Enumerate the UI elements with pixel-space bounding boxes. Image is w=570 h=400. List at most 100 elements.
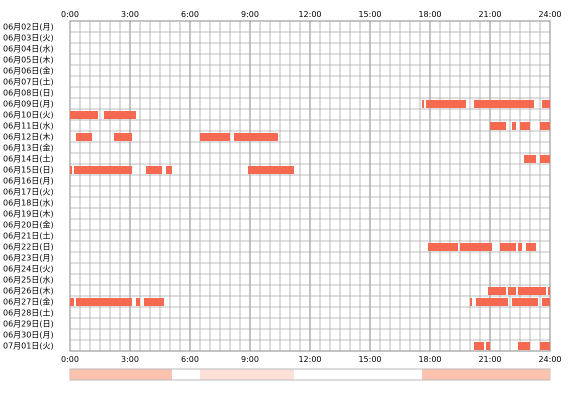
activity-bar xyxy=(540,342,550,350)
row-date-labels: 06月02日(月)06月03日(火)06月04日(水)06月05日(木)06月0… xyxy=(3,23,54,351)
top-tick-label: 3:00 xyxy=(121,10,139,19)
row-date-label: 06月22日(日) xyxy=(3,243,54,252)
activity-bar xyxy=(428,243,458,251)
row-date-label: 06月15日(日) xyxy=(3,166,54,175)
summary-segment xyxy=(422,369,550,380)
row-date-label: 06月08日(日) xyxy=(3,89,54,98)
summary-segment xyxy=(200,369,294,380)
bottom-axis-tick-labels: 0:00 3:00 6:00 9:00 12:00 15:00 18:00 21:00 24:0… xyxy=(61,355,562,364)
activity-bar xyxy=(518,342,530,350)
top-tick-label: 18:00 xyxy=(418,10,441,19)
activity-bar xyxy=(426,100,466,108)
bottom-tick-label: 15:00 xyxy=(358,355,381,364)
grid xyxy=(69,20,551,352)
row-date-label: 06月24日(火) xyxy=(3,265,54,274)
activity-bar xyxy=(524,155,536,163)
activity-bar xyxy=(70,166,72,174)
activity-bar xyxy=(488,287,506,295)
row-date-label: 06月18日(水) xyxy=(3,198,54,208)
bottom-tick-label: 12:00 xyxy=(298,355,321,364)
top-tick-label: 9:00 xyxy=(241,10,259,19)
row-date-label: 06月09日(月) xyxy=(3,100,54,109)
activity-bar xyxy=(104,111,136,119)
row-date-label: 06月12日(木) xyxy=(3,132,54,142)
activity-bar xyxy=(540,122,550,130)
activity-bar xyxy=(540,155,550,163)
top-tick-label: 0:00 xyxy=(61,10,79,19)
bottom-tick-label: 9:00 xyxy=(241,355,259,364)
activity-bar xyxy=(518,243,522,251)
activity-bar xyxy=(508,287,516,295)
summary-segment xyxy=(70,369,172,380)
row-date-label: 06月21日(土) xyxy=(3,231,54,241)
row-date-label: 06月27日(金) xyxy=(3,297,54,307)
top-tick-label: 21:00 xyxy=(478,10,501,19)
activity-bar xyxy=(74,166,132,174)
activity-bar xyxy=(476,298,508,306)
bottom-tick-label: 0:00 xyxy=(61,355,79,364)
row-date-label: 06月13日(金) xyxy=(3,143,54,153)
bottom-tick-label: 21:00 xyxy=(478,355,501,364)
row-date-label: 06月07日(土) xyxy=(3,77,54,87)
activity-bar xyxy=(114,133,132,141)
row-date-label: 06月26日(木) xyxy=(3,286,54,296)
row-date-label: 06月10日(火) xyxy=(3,111,54,120)
activity-bar xyxy=(248,166,294,174)
bottom-tick-label: 3:00 xyxy=(121,355,139,364)
row-date-label: 06月25日(水) xyxy=(3,275,54,285)
row-date-label: 07月01日(火) xyxy=(3,342,54,351)
activity-bar xyxy=(234,133,278,141)
top-tick-label: 24:00 xyxy=(538,10,561,19)
row-date-label: 06月17日(火) xyxy=(3,188,54,197)
activity-bar xyxy=(512,298,538,306)
row-date-label: 06月28日(土) xyxy=(3,308,54,318)
summary-strip xyxy=(69,368,551,381)
activity-bar xyxy=(76,298,132,306)
bottom-tick-label: 6:00 xyxy=(181,355,199,364)
top-tick-label: 12:00 xyxy=(298,10,321,19)
activity-bars xyxy=(70,100,550,350)
activity-bar xyxy=(70,111,98,119)
activity-bar xyxy=(520,122,530,130)
row-date-label: 06月16日(月) xyxy=(3,177,54,186)
row-date-label: 06月19日(木) xyxy=(3,209,54,219)
row-date-label: 06月23日(月) xyxy=(3,254,54,263)
row-date-label: 06月11日(水) xyxy=(3,121,54,131)
activity-bar xyxy=(70,298,74,306)
activity-bar xyxy=(512,122,516,130)
bottom-tick-label: 24:00 xyxy=(538,355,561,364)
row-date-label: 06月14日(土) xyxy=(3,154,54,164)
row-date-label: 06月03日(火) xyxy=(3,34,54,43)
activity-bar xyxy=(200,133,230,141)
row-date-label: 06月20日(金) xyxy=(3,220,54,230)
activity-bar xyxy=(146,166,162,174)
row-date-label: 06月06日(金) xyxy=(3,66,54,76)
row-date-label: 06月05日(木) xyxy=(3,55,54,65)
top-axis-tick-labels: 0:00 3:00 6:00 9:00 12:00 15:00 18:00 21:00 24:0… xyxy=(61,10,562,19)
activity-bar xyxy=(518,287,546,295)
activity-bar xyxy=(542,100,550,108)
activity-bar xyxy=(474,342,484,350)
activity-bar xyxy=(490,122,506,130)
activity-bar xyxy=(470,298,472,306)
activity-bar xyxy=(166,166,172,174)
activity-bar xyxy=(460,243,492,251)
activity-bar xyxy=(548,287,550,295)
bottom-tick-label: 18:00 xyxy=(418,355,441,364)
activity-bar xyxy=(136,298,140,306)
activity-bar xyxy=(526,243,536,251)
activity-bar xyxy=(542,298,550,306)
activity-bar xyxy=(486,342,490,350)
activity-bar xyxy=(474,100,534,108)
activity-bar xyxy=(76,133,92,141)
top-tick-label: 15:00 xyxy=(358,10,381,19)
activity-bar xyxy=(422,100,424,108)
row-date-label: 06月29日(日) xyxy=(3,320,54,329)
row-date-label: 06月02日(月) xyxy=(3,23,54,32)
row-date-label: 06月04日(水) xyxy=(3,44,54,54)
top-tick-label: 6:00 xyxy=(181,10,199,19)
activity-bar xyxy=(144,298,164,306)
activity-bar xyxy=(500,243,516,251)
row-date-label: 06月30日(月) xyxy=(3,331,54,340)
